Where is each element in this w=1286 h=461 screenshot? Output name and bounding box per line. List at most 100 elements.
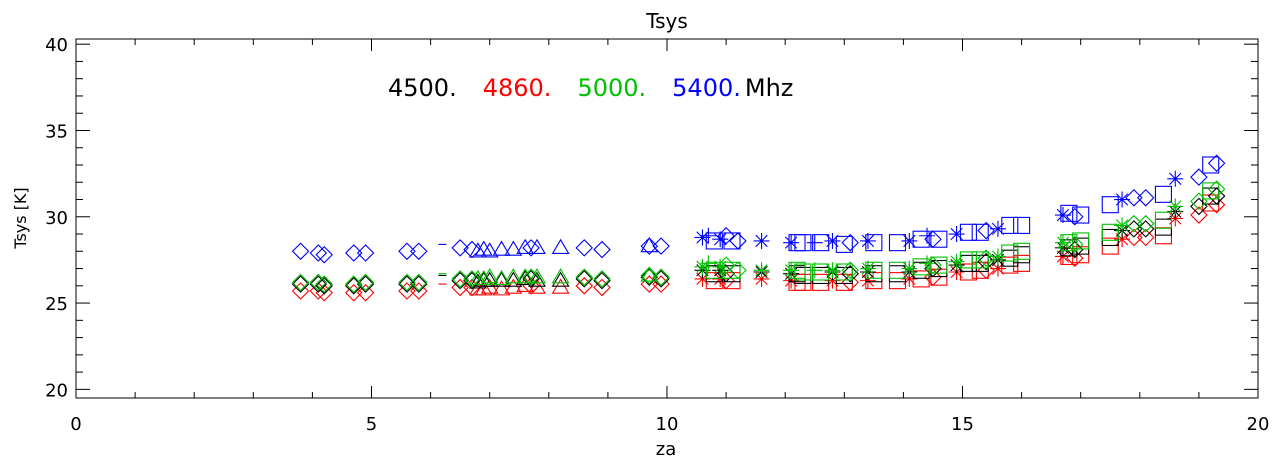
diamond-marker	[410, 242, 428, 261]
asterisk-marker	[824, 262, 841, 279]
diamond-marker	[977, 221, 995, 240]
x-tick-label: 20	[1247, 414, 1270, 435]
diamond-marker	[1066, 207, 1084, 226]
diamond-marker	[309, 244, 328, 262]
diamond-marker	[451, 239, 469, 257]
diamond-marker	[522, 270, 540, 288]
diamond-marker	[309, 275, 328, 293]
diamond-marker	[593, 271, 611, 290]
square-marker	[835, 235, 853, 253]
x-tick-label: 10	[656, 414, 679, 435]
diamond-marker	[1136, 189, 1155, 207]
square-marker	[1101, 237, 1119, 255]
y-tick-label: 35	[45, 121, 68, 142]
plus-marker	[700, 255, 717, 272]
diamond-marker	[398, 242, 416, 261]
diamond-marker	[640, 237, 659, 255]
asterisk-marker	[1114, 231, 1131, 248]
asterisk-marker	[783, 262, 800, 279]
legend: 4500. 4860. 5000. 5400. Mhz	[388, 74, 793, 102]
square-marker	[723, 232, 741, 250]
square-marker	[971, 223, 989, 241]
diamond-marker	[1066, 235, 1084, 254]
data-markers	[291, 154, 1226, 302]
triangle-marker	[480, 271, 499, 287]
square-marker	[1013, 242, 1031, 260]
square-marker	[930, 268, 948, 286]
square-marker	[723, 261, 741, 279]
square-marker	[959, 223, 977, 241]
diamond-marker	[575, 268, 594, 286]
asterisk-marker	[948, 253, 965, 270]
triangle-marker	[480, 268, 499, 284]
diamond-marker	[1136, 214, 1155, 233]
square-marker	[959, 251, 977, 269]
triangle-marker	[492, 269, 511, 286]
diamond-marker	[729, 261, 747, 280]
diamond-marker	[309, 282, 328, 300]
diamond-marker	[315, 245, 333, 264]
diamond-marker	[463, 240, 481, 259]
square-marker	[888, 234, 907, 252]
asterisk-marker	[824, 232, 841, 249]
asterisk-marker	[989, 260, 1006, 277]
square-marker	[835, 263, 853, 281]
diamond-marker	[522, 268, 540, 286]
diamond-marker	[841, 233, 859, 252]
square-marker	[912, 258, 930, 276]
asterisk-marker	[859, 272, 876, 289]
square-marker	[812, 263, 830, 281]
asterisk-marker	[901, 260, 918, 277]
diamond-marker	[291, 242, 310, 261]
asterisk-marker	[1054, 207, 1071, 224]
square-marker	[1072, 232, 1090, 250]
legend-entry: 5400.	[672, 74, 741, 102]
square-marker	[1060, 234, 1078, 252]
diamond-marker	[463, 270, 481, 288]
diamond-marker	[977, 249, 995, 267]
x-axis-label: za	[656, 439, 676, 460]
square-marker	[1101, 196, 1119, 214]
x-tick-label: 15	[951, 414, 974, 435]
triangle-marker	[492, 240, 511, 256]
diamond-marker	[291, 273, 310, 292]
triangle-marker	[516, 268, 535, 284]
triangle-marker	[516, 238, 535, 254]
square-marker	[959, 263, 977, 281]
legend-entry: 5000.	[577, 74, 646, 102]
plus-marker	[806, 234, 823, 251]
diamond-marker	[575, 270, 594, 288]
square-marker	[788, 261, 806, 279]
diamond-marker	[291, 282, 310, 300]
diamond-marker	[309, 273, 328, 292]
triangle-marker	[468, 242, 487, 258]
diamond-marker	[593, 278, 611, 297]
legend-unit: Mhz	[745, 74, 794, 102]
square-marker	[888, 261, 907, 279]
square-marker	[1060, 204, 1078, 222]
plus-marker	[806, 262, 823, 279]
triangle-marker	[492, 271, 511, 287]
legend-entry: 4860.	[483, 74, 552, 102]
diamond-marker	[640, 268, 659, 286]
square-marker	[1001, 244, 1019, 262]
diamond-marker	[652, 237, 670, 255]
diamond-marker	[593, 270, 611, 288]
diamond-marker	[344, 244, 363, 262]
asterisk-marker	[694, 270, 711, 287]
x-tick-label: 0	[70, 414, 81, 435]
diamond-marker	[1125, 189, 1143, 207]
triangle-marker	[551, 238, 570, 254]
diamond-marker	[451, 270, 469, 288]
y-tick-label: 25	[45, 294, 68, 315]
asterisk-marker	[989, 248, 1006, 265]
asterisk-marker	[1054, 248, 1071, 265]
asterisk-marker	[859, 260, 876, 277]
asterisk-marker	[859, 232, 876, 249]
diamond-marker	[575, 239, 594, 257]
square-marker	[865, 261, 883, 279]
square-marker	[1154, 185, 1172, 203]
square-marker	[1202, 182, 1220, 200]
